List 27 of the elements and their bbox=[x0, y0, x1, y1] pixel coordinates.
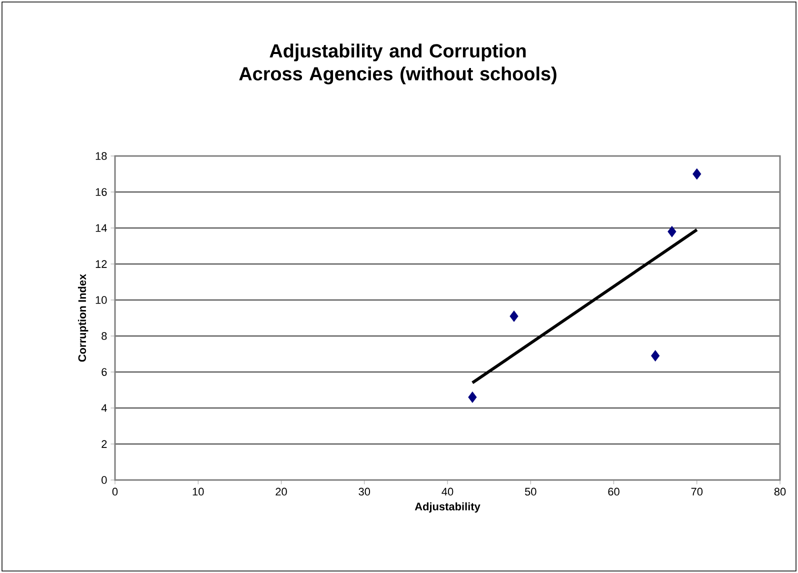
point bbox=[668, 226, 676, 238]
y-tick-label: 14 bbox=[96, 224, 107, 232]
x-axis-title: Adjustability bbox=[414, 502, 480, 513]
x-tick-label: 10 bbox=[192, 488, 204, 496]
x-tick-label: 30 bbox=[358, 488, 370, 496]
x-tick-label: 80 bbox=[774, 488, 786, 496]
y-axis-title: Corruption Index bbox=[78, 274, 88, 362]
chart-title: Adjustability and Corruption Across Agencies (without schools) bbox=[239, 44, 556, 84]
x-tick-label: 50 bbox=[524, 488, 536, 496]
y-tick-label: 18 bbox=[96, 152, 107, 160]
point bbox=[650, 350, 660, 362]
x-tick-label: 60 bbox=[608, 488, 620, 496]
y-tick-label: 10 bbox=[96, 296, 107, 304]
y-tick-label: 8 bbox=[102, 332, 107, 340]
point bbox=[510, 310, 518, 322]
x-tick-label: 0 bbox=[112, 488, 118, 496]
x-tick-label: 40 bbox=[442, 488, 454, 496]
x-tick-label: 20 bbox=[276, 488, 287, 496]
point bbox=[692, 168, 702, 180]
point bbox=[468, 392, 477, 403]
y-tick-label: 2 bbox=[102, 440, 107, 448]
x-tick-label: 70 bbox=[691, 488, 703, 496]
y-tick-label: 4 bbox=[101, 404, 107, 412]
y-tick-label: 12 bbox=[96, 260, 107, 268]
y-tick-label: 6 bbox=[102, 368, 107, 376]
y-tick-label: 16 bbox=[96, 188, 107, 196]
y-tick-label: 0 bbox=[102, 476, 107, 484]
